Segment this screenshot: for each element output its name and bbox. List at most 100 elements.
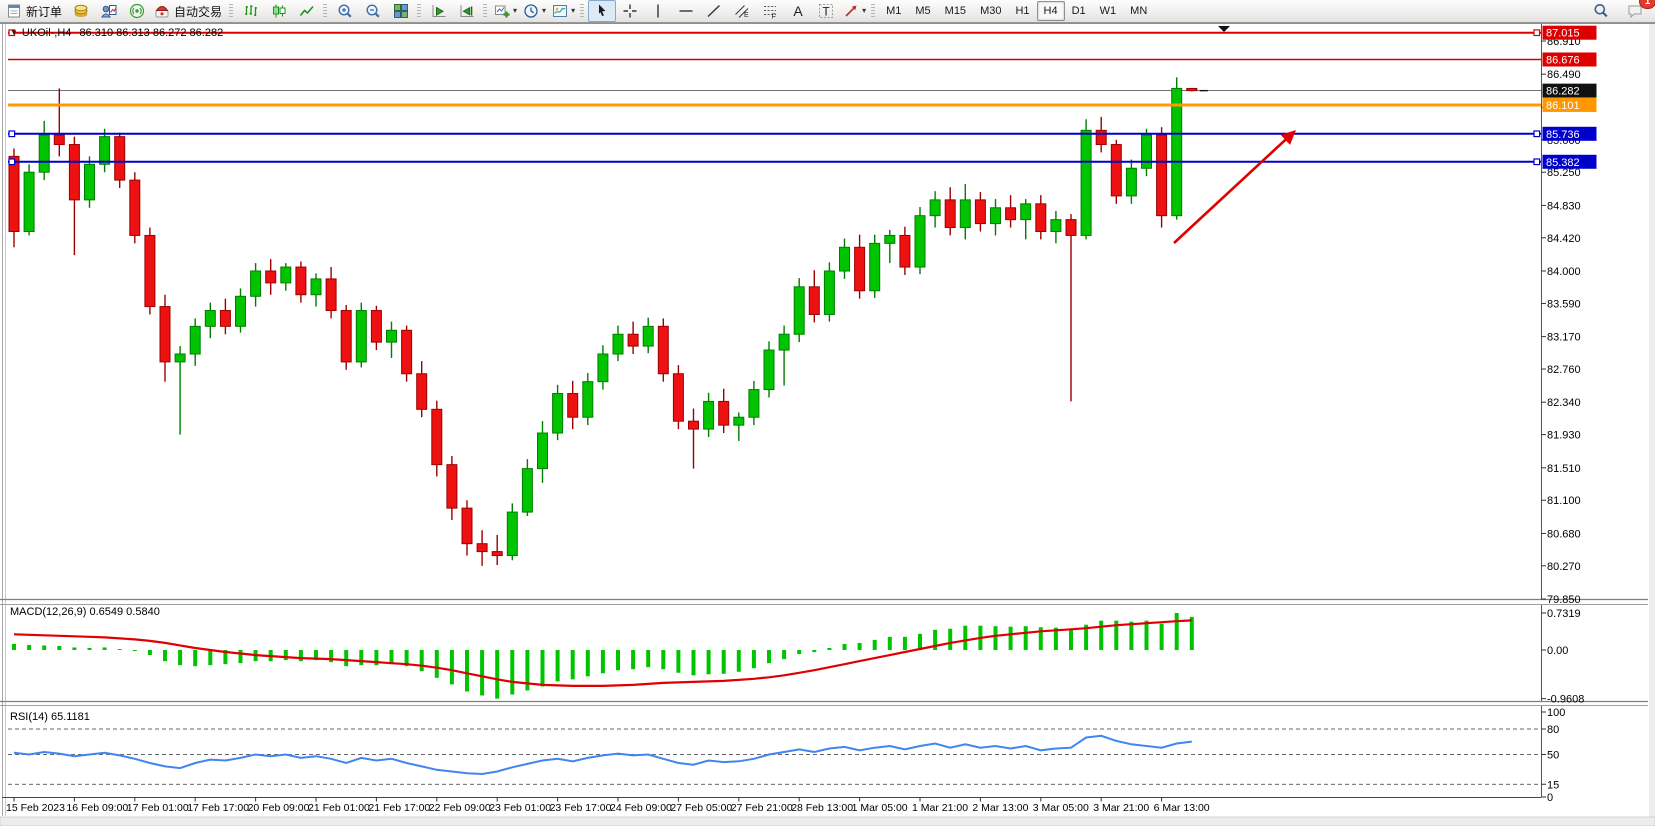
svg-text:A: A [793, 3, 803, 19]
signals-icon-button[interactable] [123, 0, 151, 22]
market-watch-icon-button[interactable] [67, 0, 95, 22]
candle [733, 416, 745, 426]
candle [703, 400, 715, 430]
timeframe-m15-button[interactable]: M15 [944, 5, 967, 17]
candle [491, 551, 503, 557]
rsi-scale-label: 100 [1547, 707, 1565, 719]
toolbar-group: 新订单 自动交易 [3, 0, 227, 23]
notifications-button[interactable]: 1 [1621, 0, 1655, 22]
rsi-scale-label: 50 [1547, 750, 1559, 762]
time-tick-label: 23 Feb 01:00 [489, 802, 551, 814]
signal-icon [129, 3, 145, 19]
candles-icon [273, 4, 286, 18]
line-handle[interactable] [8, 29, 16, 37]
cursor-icon [599, 4, 606, 17]
price-tick-label: 83.590 [1547, 298, 1581, 310]
price-tick-label: 79.850 [1547, 594, 1581, 606]
horizontal-line-tool-button[interactable] [672, 0, 700, 22]
price-tick-label: 85.250 [1547, 167, 1581, 179]
trend-icon [707, 4, 721, 18]
bar-chart-button[interactable] [237, 0, 265, 22]
candle [627, 333, 639, 347]
line-chart-button[interactable] [293, 0, 321, 22]
candle [174, 353, 186, 363]
candle [84, 163, 95, 201]
candle [129, 179, 141, 236]
candle [461, 507, 473, 545]
price-tick-label: 84.000 [1547, 266, 1581, 278]
template-button[interactable]: ▾ [549, 0, 578, 22]
fibonacci-tool-button[interactable]: F [756, 0, 784, 22]
trendline-tool-button[interactable] [700, 0, 728, 22]
trend-arrow[interactable] [1173, 130, 1296, 244]
channel-icon: E [735, 5, 749, 19]
candle [250, 270, 262, 297]
timeframe-m30-button[interactable]: M30 [980, 5, 1002, 17]
candle [1005, 207, 1017, 221]
timeframe-h4-button[interactable]: H4 [1036, 1, 1065, 21]
candle [823, 270, 835, 315]
line-handle[interactable] [1533, 29, 1541, 37]
collapse-arrow-icon[interactable]: ▼ [10, 28, 18, 37]
candle [1171, 87, 1183, 217]
arrow-head-icon [1280, 130, 1296, 145]
chart-shift-marker[interactable] [1218, 26, 1230, 32]
candle [914, 215, 926, 268]
toolbar-group: ▾ ▾ ▾ [491, 0, 578, 23]
zoom-out-button[interactable] [359, 0, 387, 22]
chartshift-icon [460, 5, 474, 17]
chevron-down-icon: ▾ [513, 6, 518, 15]
candle [401, 329, 413, 375]
candle [597, 353, 609, 383]
price-tick-label: 80.680 [1547, 528, 1581, 540]
macd-indicator [12, 612, 1194, 699]
price-tick-label: 80.270 [1547, 561, 1581, 573]
time-tick-label: 15 Feb 2023 [6, 802, 65, 814]
time-tick-label: 17 Feb 17:00 [187, 802, 249, 814]
tile-windows-button[interactable] [387, 0, 415, 22]
zoom-in-button[interactable] [331, 0, 359, 22]
data-window-icon-button[interactable] [95, 0, 123, 22]
candlestick-chart-button[interactable] [265, 0, 293, 22]
period-clock-button[interactable]: ▾ [520, 0, 549, 22]
timeframe-m5-button[interactable]: M5 [915, 5, 931, 17]
cursor-tool-button[interactable] [588, 0, 617, 22]
price-badge [1542, 83, 1597, 98]
toolbar-grip [229, 3, 234, 19]
candle [280, 266, 292, 284]
vertical-line-tool-button[interactable] [644, 0, 672, 22]
text-label-tool-button[interactable]: T [812, 0, 840, 22]
new-order-button[interactable]: 新订单 [3, 0, 67, 22]
coins-icon [74, 4, 88, 18]
chart-shift-button[interactable] [453, 0, 481, 22]
timeframe-h1-button[interactable]: H1 [1015, 5, 1030, 17]
crosshair-tool-button[interactable] [616, 0, 644, 22]
time-tick-label: 2 Mar 13:00 [972, 802, 1028, 814]
equidistant-channel-tool-button[interactable]: E [728, 0, 756, 22]
toolbar-group [425, 0, 481, 23]
auto-scroll-button[interactable] [425, 0, 453, 22]
line-handle[interactable] [8, 158, 16, 166]
new-chart-button[interactable]: ▾ [491, 0, 520, 22]
line-handle[interactable] [8, 130, 16, 138]
timeframe-mn-button[interactable]: MN [1130, 5, 1148, 17]
toolbar-right-group: 1 [1587, 0, 1655, 22]
search-button[interactable] [1587, 0, 1615, 22]
timeframe-w1-button[interactable]: W1 [1099, 5, 1117, 17]
auto-trading-button[interactable]: 自动交易 [151, 0, 227, 22]
price-badge-label: 86.676 [1546, 54, 1580, 66]
candle [506, 511, 518, 557]
line-handle[interactable] [1533, 130, 1541, 138]
timeframe-m1-button[interactable]: M1 [886, 5, 902, 17]
line-handle[interactable] [1533, 158, 1541, 166]
candle [1110, 144, 1122, 197]
candle [53, 134, 65, 146]
arrows-tool-button[interactable]: ▾ [840, 0, 869, 22]
svg-text:E: E [744, 12, 749, 19]
text-tool-button[interactable]: A [784, 0, 812, 22]
time-tick-label: 17 Feb 01:00 [127, 802, 189, 814]
candle [839, 246, 850, 272]
timeframe-d1-button[interactable]: D1 [1071, 5, 1086, 17]
candle [718, 400, 730, 426]
